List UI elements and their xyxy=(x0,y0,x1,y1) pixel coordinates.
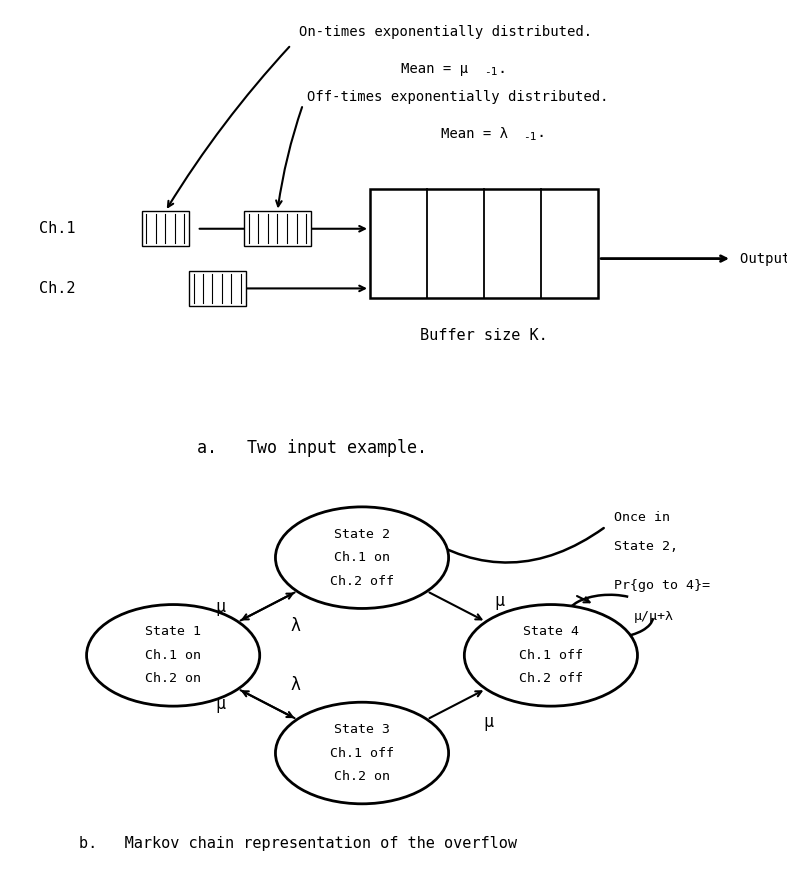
Text: State 4: State 4 xyxy=(523,625,579,638)
Text: Ch.1 on: Ch.1 on xyxy=(145,649,201,662)
Text: μ: μ xyxy=(483,713,493,731)
Text: Ch.2 on: Ch.2 on xyxy=(145,672,201,686)
Text: Ch.2 on: Ch.2 on xyxy=(334,770,390,783)
Ellipse shape xyxy=(275,507,449,608)
Text: Mean = μ: Mean = μ xyxy=(401,62,468,76)
Bar xyxy=(142,211,189,246)
Bar xyxy=(189,271,246,305)
Text: Ch.2 off: Ch.2 off xyxy=(519,672,583,686)
Ellipse shape xyxy=(464,605,637,706)
Text: Buffer size K.: Buffer size K. xyxy=(420,329,548,343)
Text: Once in: Once in xyxy=(614,511,670,524)
Text: State 2: State 2 xyxy=(334,527,390,541)
Text: Ch.1: Ch.1 xyxy=(39,221,76,236)
Text: Pr{go to 4}=: Pr{go to 4}= xyxy=(614,579,710,592)
Text: Mean = λ: Mean = λ xyxy=(441,127,508,141)
Text: On-times exponentially distributed.: On-times exponentially distributed. xyxy=(299,25,592,39)
Text: -1: -1 xyxy=(523,131,537,142)
Ellipse shape xyxy=(87,605,260,706)
Text: Ch.1 on: Ch.1 on xyxy=(334,551,390,564)
Text: State 2,: State 2, xyxy=(614,540,678,553)
Text: μ: μ xyxy=(495,591,504,610)
Text: λ: λ xyxy=(290,617,300,635)
Text: μ: μ xyxy=(216,695,225,713)
Text: .: . xyxy=(537,125,546,140)
Text: Off-times exponentially distributed.: Off-times exponentially distributed. xyxy=(307,90,608,104)
Text: .: . xyxy=(497,60,507,75)
Text: Ch.1 off: Ch.1 off xyxy=(519,649,583,662)
Text: State 1: State 1 xyxy=(145,625,201,638)
Text: μ: μ xyxy=(216,598,225,615)
Text: State 3: State 3 xyxy=(334,723,390,736)
Bar xyxy=(244,211,311,246)
Text: λ: λ xyxy=(290,676,300,694)
Text: Ch.1 off: Ch.1 off xyxy=(330,747,394,759)
Ellipse shape xyxy=(275,702,449,804)
Text: a.   Two input example.: a. Two input example. xyxy=(197,440,427,457)
Text: -1: -1 xyxy=(484,67,497,77)
Bar xyxy=(370,189,598,298)
Text: b.   Markov chain representation of the overflow: b. Markov chain representation of the ov… xyxy=(79,836,517,851)
Text: μ/μ+λ: μ/μ+λ xyxy=(634,610,674,623)
Text: Ch.2 off: Ch.2 off xyxy=(330,575,394,588)
Text: Ch.2: Ch.2 xyxy=(39,281,76,296)
Text: Output Channel: Output Channel xyxy=(740,251,787,266)
